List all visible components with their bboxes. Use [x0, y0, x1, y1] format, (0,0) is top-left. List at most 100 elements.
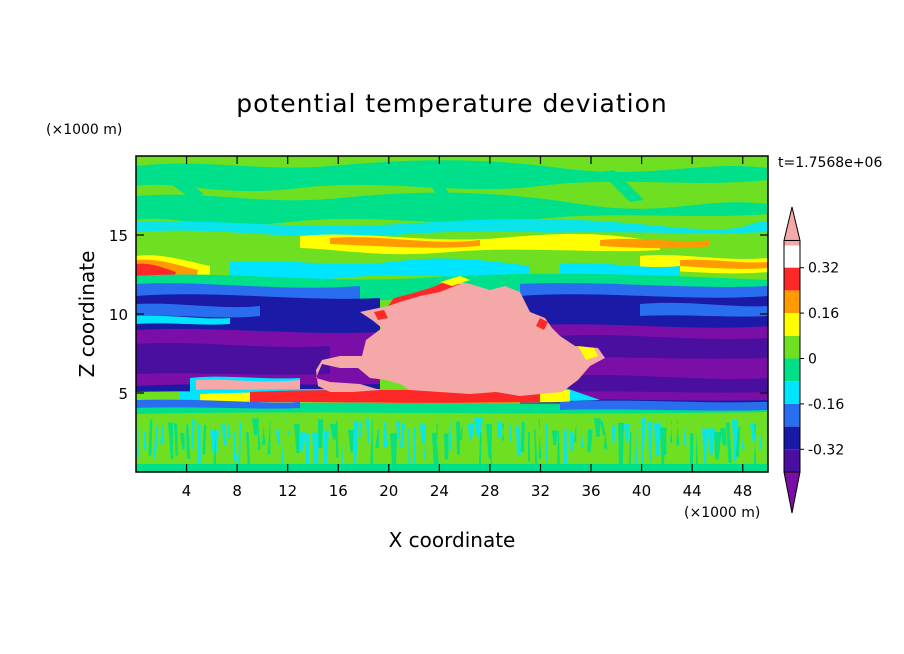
turbulence-streak: [227, 423, 231, 438]
turbulence-streak: [714, 431, 722, 460]
colorbar-max-triangle: [783, 206, 801, 241]
turbulence-streak: [143, 432, 147, 449]
turbulence-streak: [222, 424, 227, 446]
turbulence-streak: [299, 432, 306, 451]
surface-layer: [136, 414, 768, 472]
turbulence-streak: [654, 422, 662, 456]
turbulence-streak: [444, 433, 449, 460]
turbulence-streak: [478, 432, 482, 467]
turbulence-streak: [336, 420, 339, 458]
turbulence-streak: [213, 428, 217, 468]
turbulence-streak: [702, 428, 708, 465]
turbulence-streak: [573, 425, 577, 443]
colorbar-band: [784, 449, 800, 472]
contour-field: [136, 156, 768, 472]
z-tick-label: 5: [118, 385, 128, 403]
z-unit-label: (×1000 m): [46, 122, 122, 138]
stratosphere-bands: [136, 160, 768, 239]
turbulence-streak: [252, 418, 260, 436]
turbulence-streak: [191, 419, 195, 449]
x-tick-label: 36: [581, 482, 600, 500]
colorbar-label: -0.32: [808, 442, 844, 458]
turbulence-streak: [305, 433, 310, 464]
turbulence-streak: [501, 423, 505, 441]
turbulence-streak: [741, 431, 745, 450]
turbulence-streak: [690, 433, 694, 472]
turbulence-streak: [695, 426, 699, 472]
surface-layer-base: [136, 414, 768, 472]
chart-title: potential temperature deviation: [236, 89, 667, 118]
turbulence-streak: [634, 423, 638, 465]
turbulence-streak: [600, 420, 606, 436]
turbulence-streak: [684, 427, 687, 445]
turbulence-streak: [413, 427, 417, 472]
x-tick-label: 40: [632, 482, 651, 500]
x-tick-label: 8: [232, 482, 242, 500]
turbulence-streak: [432, 432, 438, 472]
colorbar-band: [784, 426, 800, 450]
colorbar-band: [784, 267, 800, 291]
colorbar-band: [784, 403, 800, 427]
colorbar-label: 0: [808, 352, 817, 368]
turbulence-streak: [286, 419, 290, 436]
turbulence-streak: [423, 424, 427, 459]
turbulence-streak: [136, 426, 139, 458]
turbulence-streak: [257, 418, 261, 450]
turbulence-streak: [358, 420, 362, 438]
turbulence-streak: [670, 420, 673, 443]
turbulence-streak: [587, 429, 593, 452]
turbulence-streak: [237, 422, 242, 467]
turbulence-streak: [370, 419, 374, 465]
colorbar-label: -0.16: [808, 397, 844, 413]
colorbar-min-triangle: [783, 471, 801, 514]
surface-bottom-strip: [136, 464, 768, 472]
turbulence-streak: [570, 430, 574, 451]
turbulence-streak: [545, 423, 549, 462]
y-axis-label: Z coordinate: [75, 251, 99, 378]
turbulence-streak: [390, 433, 398, 472]
turbulence-streak: [663, 425, 667, 456]
z-tick-label: 10: [109, 306, 128, 324]
turbulence-streak: [197, 423, 201, 470]
turbulence-streak: [468, 422, 475, 440]
turbulence-streak: [261, 422, 266, 445]
turbulence-streak: [246, 431, 251, 469]
turbulence-streak: [660, 427, 667, 465]
x-axis: 4 8 12 16 20 24 28 32 36 40 44 48: [182, 156, 752, 500]
turbulence-streak: [750, 422, 756, 442]
turbulence-streak: [624, 423, 630, 442]
turbulence-streak: [726, 422, 732, 464]
x-tick-label: 12: [278, 482, 297, 500]
x-tick-label: 16: [329, 482, 348, 500]
colorbar-band: [784, 358, 800, 382]
x-axis-label: X coordinate: [389, 528, 516, 552]
turbulence-streak: [594, 418, 601, 437]
turbulence-streak: [186, 424, 191, 459]
turbulence-streak: [552, 430, 558, 446]
turbulence-streak: [153, 425, 159, 459]
turbulence-streak: [276, 430, 281, 445]
turbulence-streak: [383, 421, 388, 448]
turbulence-streak: [628, 432, 632, 472]
colorbar-band: [784, 290, 800, 314]
turbulence-streak: [408, 429, 412, 471]
turbulence-streak: [735, 426, 741, 457]
x-tick-label: 44: [683, 482, 702, 500]
turbulence-streak: [538, 419, 542, 459]
turbulence-streak: [556, 430, 561, 472]
turbulence-streak: [267, 419, 271, 455]
turbulence-streak: [516, 426, 521, 456]
turbulence-streak: [210, 430, 220, 454]
turbulence-streak: [603, 427, 607, 449]
turbulence-streak: [448, 420, 452, 451]
turbulence-streak: [640, 418, 646, 465]
x-tick-label: 24: [430, 482, 449, 500]
turbulence-streak: [580, 433, 584, 448]
colorbar: 0.32 0.16 0 -0.16 -0.32: [783, 206, 844, 514]
turbulence-streak: [294, 424, 300, 453]
upper-warm-band: [136, 230, 768, 283]
turbulence-streak: [456, 421, 461, 455]
turbulence-streak: [520, 422, 525, 452]
x-unit-label: (×1000 m): [684, 505, 760, 521]
